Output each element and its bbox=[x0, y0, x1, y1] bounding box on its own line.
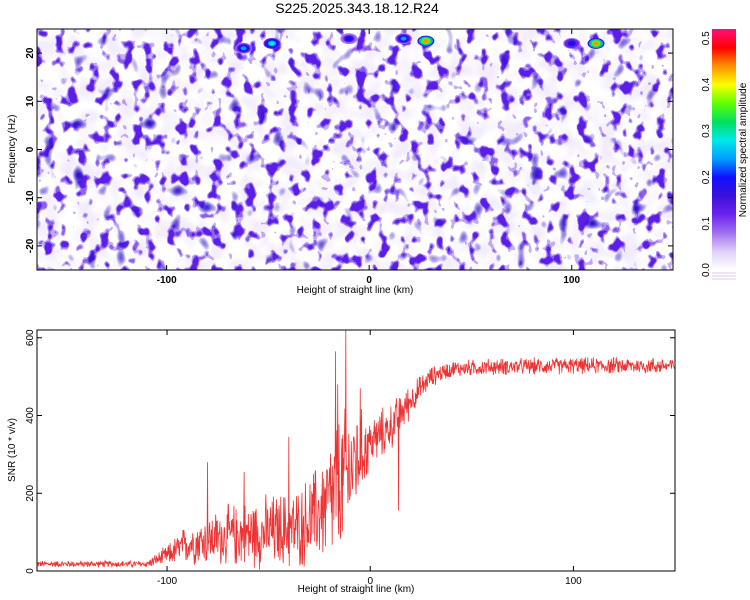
snr-panel: -100 0 100 0 200 400 600 Height of straight l… bbox=[7, 329, 676, 595]
colorbar-tick-label: 0.0 bbox=[701, 263, 712, 277]
figure-title: S225.2025.343.18.12.R24 bbox=[275, 0, 439, 16]
x-tick-label: 100 bbox=[565, 576, 582, 587]
y-tick-label: 400 bbox=[25, 407, 36, 424]
y-tick-label: -20 bbox=[25, 238, 36, 253]
y-tick-label: 0 bbox=[25, 568, 36, 574]
snr-frame bbox=[36, 329, 676, 572]
colorbar-tick-label: 0.4 bbox=[701, 77, 712, 91]
y-tick-label: 0 bbox=[25, 146, 36, 152]
colorbar-ticks: 0.0 0.1 0.2 0.3 0.4 0.5 bbox=[701, 31, 736, 280]
snr-series-line bbox=[37, 330, 675, 570]
snr-y-axis: 0 200 400 600 bbox=[25, 329, 675, 574]
hot-spot bbox=[395, 33, 413, 45]
heatmap-field bbox=[37, 29, 673, 270]
y-tick-label: 20 bbox=[25, 47, 36, 59]
colorbar-label: Normalized spectral amplitude bbox=[738, 82, 749, 217]
colorbar-tick-label: 0.1 bbox=[701, 216, 712, 230]
colorbar-gradient bbox=[712, 29, 736, 270]
hot-spot bbox=[340, 33, 358, 45]
heatmap-x-axis: -100 0 100 bbox=[157, 29, 581, 286]
colorbar-tick-label: 0.5 bbox=[701, 31, 712, 45]
snr-x-axis: -100 0 100 bbox=[157, 330, 582, 587]
x-tick-label: 0 bbox=[366, 275, 372, 286]
heatmap-y-axis-label: Frequency (Hz) bbox=[7, 115, 18, 184]
heatmap-hot-spots bbox=[235, 33, 605, 54]
heatmap-x-axis-label: Height of straight line (km) bbox=[297, 285, 414, 296]
snr-x-axis-label: Height of straight line (km) bbox=[298, 584, 415, 595]
colorbar: 0.0 0.1 0.2 0.3 0.4 0.5 Normalized spectral a… bbox=[701, 29, 749, 280]
colorbar-tick-label: 0.2 bbox=[701, 170, 712, 184]
hot-spot bbox=[263, 38, 281, 49]
colorbar-tick-label: 0.3 bbox=[701, 124, 712, 138]
y-tick-label: 600 bbox=[25, 329, 36, 346]
heatmap-y-axis: -20 -10 0 10 20 bbox=[25, 47, 673, 253]
hot-spot bbox=[417, 35, 435, 47]
hot-spot bbox=[563, 38, 581, 49]
y-tick-label: 200 bbox=[25, 484, 36, 501]
snr-y-axis-label: SNR (10 * v/v) bbox=[7, 418, 18, 482]
x-tick-label: 100 bbox=[563, 275, 580, 286]
y-tick-label: -10 bbox=[25, 190, 36, 205]
x-tick-label: 0 bbox=[367, 576, 373, 587]
x-tick-label: -100 bbox=[157, 275, 177, 286]
y-tick-label: 10 bbox=[25, 95, 36, 107]
hot-spot bbox=[587, 38, 605, 49]
hot-spot bbox=[235, 42, 253, 54]
x-tick-label: -100 bbox=[157, 576, 177, 587]
